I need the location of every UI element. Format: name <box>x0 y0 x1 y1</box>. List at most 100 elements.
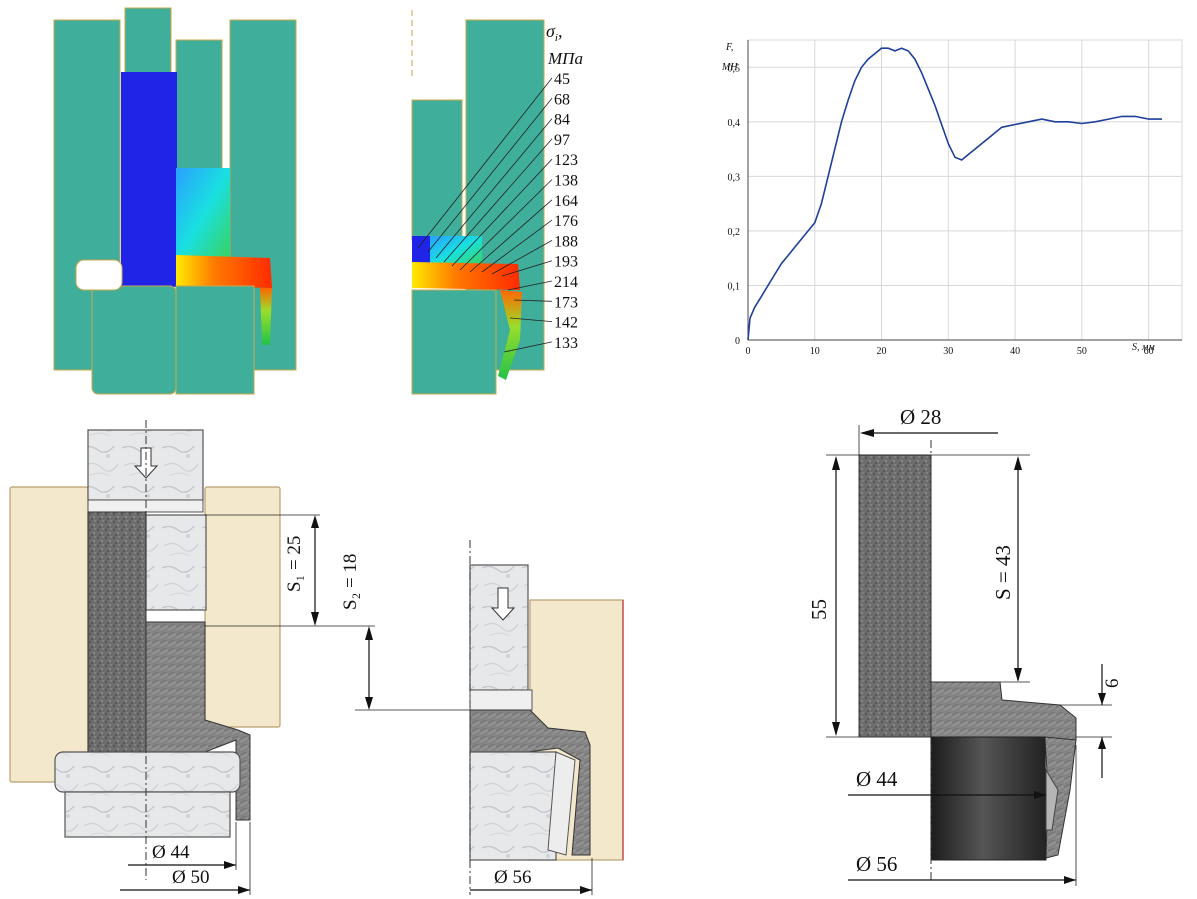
contour-value: 142 <box>554 315 578 332</box>
process-drawing-middle: Ø 56 <box>469 540 624 895</box>
flange-hot-zone-2 <box>412 262 520 290</box>
stress-unit: МПа <box>547 49 583 68</box>
y-tick-label: 0,1 <box>728 281 741 292</box>
contour-value: 176 <box>554 213 578 230</box>
ejector-mid <box>547 751 576 856</box>
billet-left-half <box>87 511 147 753</box>
s1-arrows <box>311 515 319 626</box>
d28-arrow <box>860 429 874 437</box>
s43-label: S = 43 <box>991 545 1015 600</box>
fe-simulation-left <box>53 7 297 395</box>
contour-leader <box>427 98 553 253</box>
sleeve-punch <box>145 514 207 611</box>
contour-value: 173 <box>554 294 578 311</box>
y-tick-label: 0,3 <box>728 172 741 183</box>
contour-leader <box>513 299 553 302</box>
lower-die-right <box>175 285 255 395</box>
container-left <box>9 486 89 783</box>
contour-value: 84 <box>554 112 570 129</box>
y-tick-label: 0 <box>735 336 740 347</box>
contour-value: 164 <box>554 193 578 210</box>
contour-value: 68 <box>554 91 570 108</box>
contour-leader <box>435 118 553 259</box>
x-tick-label: 10 <box>810 346 820 357</box>
contour-leader <box>469 199 553 273</box>
x-tick-label: 40 <box>1010 346 1020 357</box>
x-tick-label: 30 <box>943 346 953 357</box>
lower-die-mid <box>469 751 557 861</box>
d56-arrow <box>580 886 592 894</box>
cup-edge-highlight <box>1045 768 1059 831</box>
contour-value: 138 <box>554 173 578 190</box>
contour-value: 45 <box>554 71 570 88</box>
h55-label: 55 <box>807 599 831 620</box>
contour-value: 214 <box>554 274 578 291</box>
y-axis-label: F, <box>725 42 733 53</box>
force-arrow-icon-2 <box>490 587 516 621</box>
process-drawing-left: S₁ = 25 S₂ = 18 Ø 44 Ø 50 <box>9 420 470 895</box>
sleeve-top <box>175 39 223 171</box>
contour-value: 97 <box>554 132 570 149</box>
d44-arrow <box>224 861 236 869</box>
d56r-arrow <box>1064 876 1076 884</box>
t6-label: 6 <box>1102 679 1123 689</box>
contour-value: 133 <box>554 335 578 352</box>
x-tick-label: 20 <box>877 346 887 357</box>
rod-section <box>858 454 932 738</box>
lower-die-base <box>64 791 231 838</box>
force-displacement-chart: 0 10 20 30 40 50 60 0 0,1 0,2 0,3 0,4 0,5 F, МН S, м… <box>721 39 1183 357</box>
contour-leader <box>443 138 553 263</box>
contour-leader <box>507 280 553 291</box>
die-gap <box>75 259 123 291</box>
flange-hot-zone <box>176 255 272 288</box>
y-tick-label: 0,2 <box>728 227 741 238</box>
flange-section <box>930 681 1077 741</box>
contour-value: 193 <box>554 254 578 271</box>
y-tick-label: 0,4 <box>728 118 741 129</box>
container-right <box>204 486 281 728</box>
lower-die-left <box>91 285 177 395</box>
d50-arrow <box>238 886 250 894</box>
d28-label: Ø 28 <box>900 405 941 429</box>
contour-leader <box>481 219 553 273</box>
d50-label: Ø 50 <box>172 867 209 888</box>
d44-label: Ø 44 <box>152 842 190 863</box>
stress-symbol: σi, <box>546 21 562 44</box>
d56-label: Ø 56 <box>494 867 531 888</box>
x-tick-label: 60 <box>1144 346 1154 357</box>
contour-leader <box>509 317 553 322</box>
billet-transition <box>430 236 482 266</box>
x-tick-label: 0 <box>746 346 751 357</box>
s2-label: S₂ = 18 <box>340 554 361 610</box>
contour-value: 123 <box>554 152 578 169</box>
contour-leader <box>503 341 553 353</box>
d56r-label: Ø 56 <box>856 852 897 876</box>
contour-leader <box>417 77 553 249</box>
cup-wall-right <box>498 290 522 380</box>
x-tick-label: 50 <box>1077 346 1087 357</box>
y-tick-label: 0,5 <box>728 63 741 74</box>
d44r-label: Ø 44 <box>856 767 898 791</box>
y-axis-unit: МН <box>721 62 738 73</box>
part-drawing-right: Ø 28 55 S = 43 6 Ø 44 Ø 56 <box>807 405 1123 886</box>
t6-arrows <box>1098 693 1106 749</box>
s1-label: S₁ = 25 <box>284 536 305 592</box>
lower-die <box>411 289 497 395</box>
contour-labels: 45 68 84 97 123 138 164 176 188 193 214 173 142 133 <box>417 71 578 353</box>
billet-stress-zone <box>176 168 230 263</box>
contour-leader <box>491 240 553 275</box>
punch-top <box>124 7 172 79</box>
x-axis-label: S, мм <box>1132 342 1155 353</box>
cup-wall-left <box>260 288 272 345</box>
chart-grid <box>747 39 1183 341</box>
contour-leader <box>501 260 553 277</box>
lower-die-upper <box>54 751 241 793</box>
force-curve <box>747 47 1162 341</box>
punch-body <box>411 99 463 241</box>
contour-value: 188 <box>554 233 578 250</box>
cup-body <box>930 736 1047 861</box>
contour-leader <box>459 179 553 271</box>
d44r-arrow <box>1034 791 1046 799</box>
contour-leader <box>451 158 553 267</box>
